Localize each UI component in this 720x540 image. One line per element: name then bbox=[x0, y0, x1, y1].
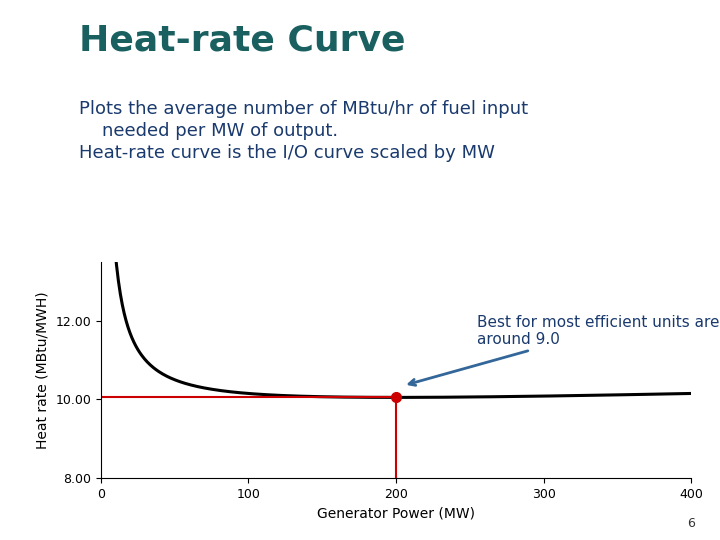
Text: Best for most efficient units are
around 9.0: Best for most efficient units are around… bbox=[409, 315, 720, 386]
Text: needed per MW of output.: needed per MW of output. bbox=[79, 122, 338, 140]
Text: Heat-rate Curve: Heat-rate Curve bbox=[79, 24, 405, 57]
Text: 6: 6 bbox=[687, 517, 695, 530]
X-axis label: Generator Power (MW): Generator Power (MW) bbox=[317, 506, 475, 520]
Text: Plots the average number of MBtu/hr of fuel input: Plots the average number of MBtu/hr of f… bbox=[79, 100, 528, 118]
Y-axis label: Heat rate (MBtu/MWH): Heat rate (MBtu/MWH) bbox=[36, 291, 50, 449]
Text: Heat-rate curve is the I/O curve scaled by MW: Heat-rate curve is the I/O curve scaled … bbox=[79, 144, 495, 162]
